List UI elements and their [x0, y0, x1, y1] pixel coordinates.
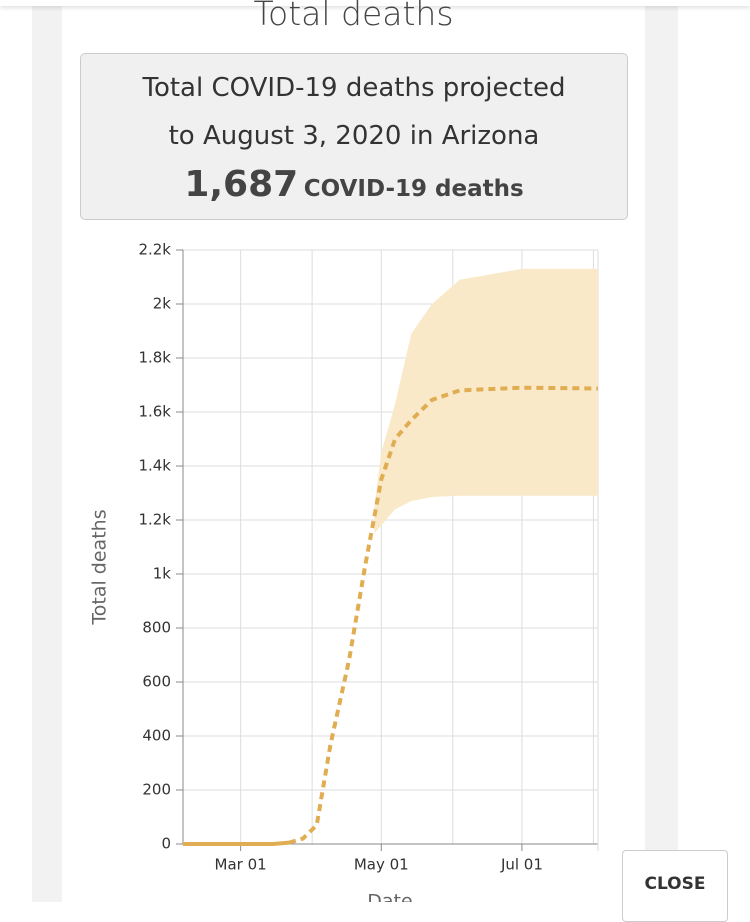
- chart: Total deaths Date 0 200 400 600 800 1k 1.2k 1.4…: [89, 241, 599, 903]
- uncertainty-band: [374, 268, 598, 534]
- y-tick-label: 800: [142, 619, 171, 637]
- y-tick-label: 1k: [153, 565, 172, 583]
- top-bar: [0, 0, 750, 6]
- y-tick-label: 1.4k: [138, 457, 171, 475]
- x-axis-label: Date: [367, 891, 412, 903]
- summary-box: Total COVID-19 deaths projected to Augus…: [80, 53, 628, 220]
- y-tick-label: 600: [142, 673, 171, 691]
- y-tick-label: 1.8k: [138, 349, 171, 367]
- x-tick-label: Jul 01: [500, 856, 543, 874]
- summary-number-line: 1,687 COVID-19 deaths: [81, 164, 627, 205]
- summary-unit: COVID-19 deaths: [303, 176, 524, 202]
- side-panel: [32, 0, 62, 902]
- summary-text: Total COVID-19 deaths projected to Augus…: [142, 73, 566, 151]
- y-tick-label: 1.2k: [138, 511, 171, 529]
- y-tick-label: 1.6k: [138, 403, 171, 421]
- line: [183, 840, 290, 846]
- close-button[interactable]: CLOSE: [622, 850, 728, 922]
- line: [288, 385, 599, 845]
- summary-number: 1,687: [184, 164, 299, 205]
- y-axis-label: Total deaths: [89, 509, 111, 625]
- y-tick-label: 2.2k: [138, 241, 171, 259]
- y-tick-label: 0: [161, 835, 171, 853]
- x-tick-label: Mar 01: [215, 856, 267, 874]
- y-tick-label: 2k: [153, 295, 172, 313]
- page-title: Total deaths: [253, 0, 454, 33]
- y-tick-label: 200: [142, 781, 171, 799]
- x-tick-label: May 01: [354, 856, 409, 874]
- y-tick-label: 400: [142, 727, 171, 745]
- side-panel: [645, 0, 678, 902]
